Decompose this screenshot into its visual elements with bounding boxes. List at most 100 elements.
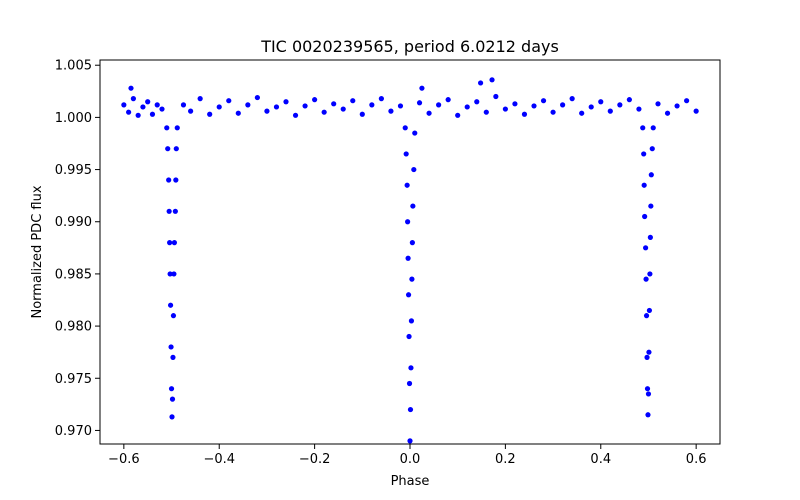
data-point (649, 146, 655, 152)
data-point (188, 108, 194, 114)
x-tick-label: 0.6 (686, 452, 707, 467)
data-point (409, 276, 415, 282)
data-point (674, 103, 680, 109)
data-point (693, 108, 699, 114)
data-point (493, 93, 499, 100)
data-point (648, 172, 654, 178)
data-point (321, 109, 327, 115)
data-point (403, 151, 409, 157)
data-point (170, 313, 177, 319)
y-tick-label: 0.975 (55, 372, 92, 387)
data-point (166, 177, 172, 183)
data-point (149, 111, 156, 117)
data-point (207, 111, 213, 117)
data-point (641, 151, 647, 157)
data-point (645, 391, 652, 397)
y-tick-label: 1.000 (55, 111, 92, 126)
y-tick-label: 0.990 (55, 215, 92, 230)
x-tick-label: 0.4 (590, 452, 611, 467)
data-point (607, 108, 613, 114)
y-tick-label: 1.005 (55, 59, 92, 74)
data-point (644, 354, 650, 360)
data-point (406, 333, 412, 340)
data-point (647, 234, 653, 240)
data-point (369, 102, 375, 108)
data-point (408, 365, 414, 371)
data-point (664, 110, 671, 116)
data-point (174, 125, 180, 131)
data-point (169, 414, 175, 420)
data-point (550, 109, 556, 115)
data-point (159, 106, 165, 112)
data-point (464, 104, 470, 110)
x-tick-label: −0.2 (299, 452, 331, 467)
data-point (436, 102, 442, 108)
data-point (617, 102, 623, 108)
data-point (388, 108, 394, 114)
data-point (168, 386, 175, 392)
data-point (302, 103, 308, 109)
data-point (171, 271, 177, 277)
data-point (650, 125, 656, 131)
data-point (569, 96, 575, 102)
data-point (264, 108, 270, 114)
data-point (235, 110, 241, 116)
data-point (216, 104, 222, 110)
y-axis: 0.970 0.975 0.980 0.985 0.990 0.995 1.000 1.005 (55, 59, 100, 439)
data-point (643, 245, 649, 251)
data-point (331, 101, 337, 107)
data-point (130, 96, 136, 102)
data-point (645, 412, 651, 418)
data-point (405, 292, 412, 298)
data-point (145, 99, 151, 105)
data-point (167, 240, 173, 246)
data-point (647, 271, 653, 277)
data-point (312, 97, 318, 103)
data-point (154, 102, 160, 108)
x-tick-label: 0.0 (400, 452, 421, 467)
data-point (489, 77, 495, 83)
data-point (455, 112, 461, 118)
y-tick-label: 0.970 (55, 424, 92, 439)
data-point (646, 349, 652, 355)
data-point (407, 438, 413, 444)
data-point (410, 203, 416, 209)
data-point (405, 255, 411, 261)
y-tick-label: 0.995 (55, 163, 92, 178)
data-point (406, 380, 413, 387)
data-point (135, 112, 141, 118)
x-tick-label: −0.6 (108, 452, 140, 467)
data-point (416, 100, 423, 106)
data-point (168, 344, 174, 350)
data-point (412, 130, 418, 136)
x-tick-label: −0.4 (203, 452, 235, 467)
data-point (350, 98, 356, 104)
data-point (172, 208, 178, 214)
data-point (173, 146, 179, 152)
x-axis: −0.6 −0.4 −0.2 0.0 0.2 0.4 0.6 (108, 444, 706, 467)
chart-title: TIC 0020239565, period 6.0212 days (260, 37, 559, 56)
x-axis-label: Phase (391, 474, 430, 489)
data-point (166, 208, 172, 214)
data-point (169, 396, 176, 402)
data-point (502, 106, 508, 112)
data-point (531, 103, 537, 109)
data-point (167, 271, 173, 277)
data-point (643, 313, 650, 319)
data-point (474, 99, 480, 105)
data-point (512, 101, 518, 107)
plot-frame (99, 59, 721, 445)
data-point (404, 182, 410, 188)
data-point (643, 276, 649, 282)
data-point (292, 112, 299, 118)
data-point (407, 406, 414, 413)
data-point (340, 106, 346, 112)
data-point (636, 106, 642, 112)
data-point (477, 80, 484, 86)
data-point (521, 111, 528, 117)
data-point (405, 219, 411, 225)
data-point (598, 99, 604, 105)
data-point (140, 104, 146, 110)
data-point (642, 213, 648, 220)
